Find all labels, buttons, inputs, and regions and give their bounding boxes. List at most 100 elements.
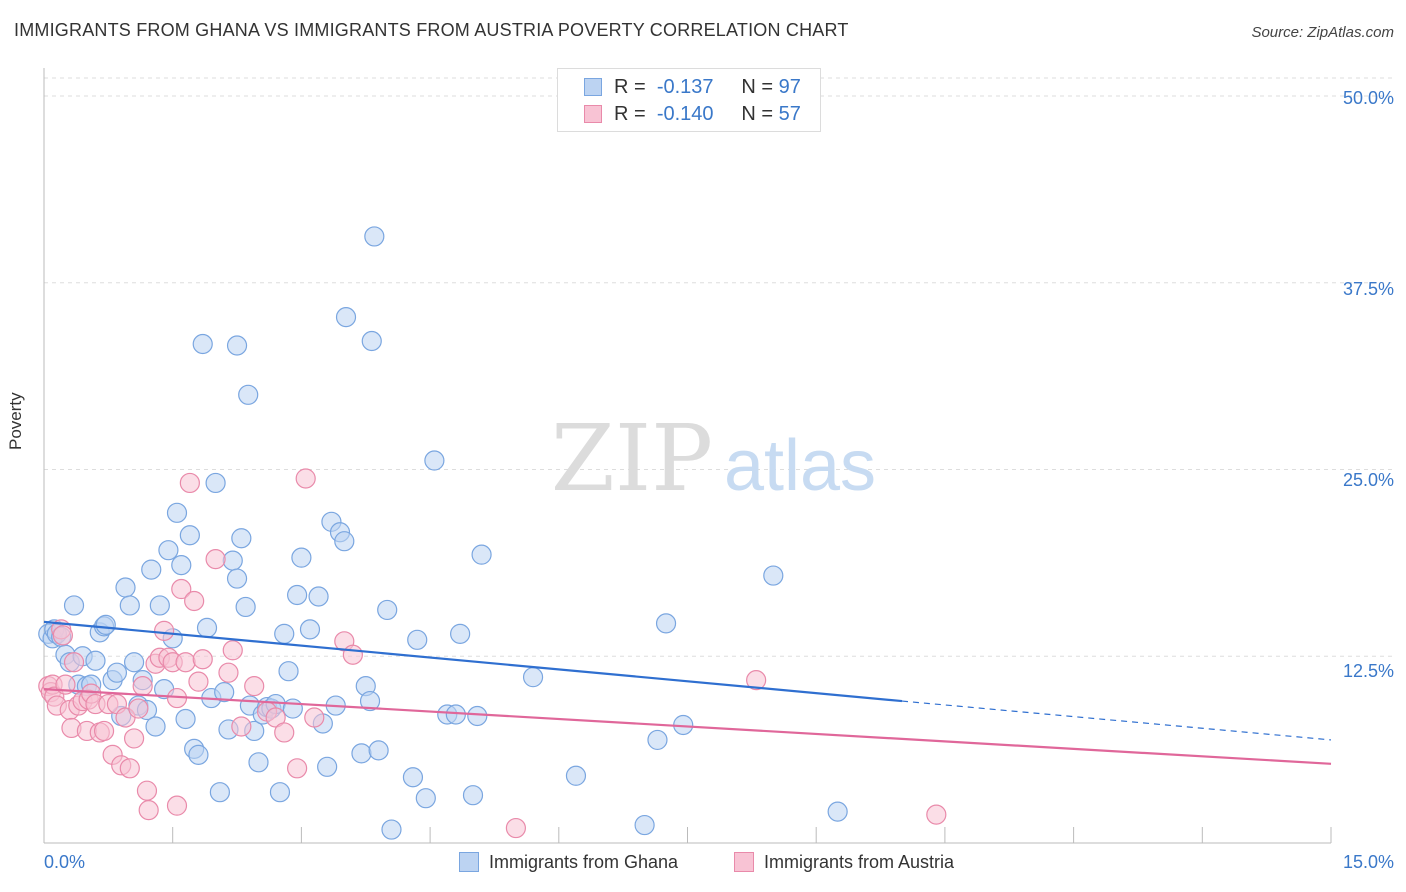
austria-point	[184, 590, 205, 612]
ghana-point	[450, 623, 471, 644]
ghana-point	[445, 704, 466, 725]
ghana-point	[278, 661, 299, 682]
ghana-point	[377, 599, 398, 621]
austria-point	[926, 804, 947, 825]
legend: R = -0.137 N = 97 R = -0.140 N = 57	[557, 68, 821, 132]
y-axis-label: Poverty	[6, 392, 25, 450]
ghana-point	[179, 525, 200, 546]
austria-point	[505, 817, 527, 839]
watermark: ZIP atlas	[551, 405, 876, 512]
ghana-point	[248, 752, 269, 773]
ghana-point	[308, 586, 329, 607]
legend-r-label: R =	[614, 76, 646, 98]
ghana-point	[196, 617, 218, 638]
ghana-point	[226, 568, 248, 589]
legend-n-label: N =	[741, 103, 774, 125]
ghana-point	[471, 544, 492, 565]
ghana-point	[334, 531, 355, 552]
austria-point	[171, 578, 192, 600]
ghana-point	[188, 744, 209, 765]
ghana-point	[291, 547, 312, 568]
source-label: Source: ZipAtlas.com	[1251, 24, 1394, 41]
ghana-point	[565, 765, 587, 786]
ghana-point	[368, 740, 389, 761]
austria-point	[154, 620, 175, 641]
ghana-point	[214, 682, 235, 703]
ghana-point	[141, 559, 162, 580]
ghana-point	[287, 584, 308, 606]
austria-point	[304, 707, 325, 728]
axes	[43, 68, 1332, 844]
ghana-point	[402, 767, 424, 788]
austria-point	[179, 472, 200, 494]
trend-lines	[43, 620, 1332, 765]
bottom-legend-ghana: Immigrants from Ghana	[459, 852, 678, 873]
austria-point	[231, 716, 252, 737]
legend-n-label: N =	[741, 76, 774, 98]
austria-point	[188, 671, 209, 692]
austria-point	[52, 625, 73, 646]
austria-point	[218, 662, 239, 683]
ghana-point	[85, 650, 106, 671]
ghana-point	[235, 596, 256, 618]
ghana-point	[205, 472, 226, 494]
legend-row-austria: R = -0.140 N = 57	[584, 103, 801, 126]
austria-point	[265, 707, 286, 728]
legend-swatch-austria	[584, 105, 602, 123]
ghana-point	[381, 819, 402, 840]
ghana-point	[145, 716, 166, 737]
y-tick-25: 25.0%	[1342, 470, 1394, 490]
austria-point	[123, 728, 145, 749]
ghana-point	[522, 667, 544, 688]
bottom-legend-swatch-ghana	[459, 852, 479, 872]
austria-point	[205, 549, 226, 570]
legend-r-label: R =	[614, 103, 646, 125]
bottom-legend-austria: Immigrants from Austria	[734, 852, 954, 873]
ghana-point	[95, 614, 116, 635]
austria-point	[192, 649, 213, 670]
ghana-point	[415, 788, 436, 809]
ghana-point	[364, 226, 385, 247]
chart-title: IMMIGRANTS FROM GHANA VS IMMIGRANTS FROM…	[14, 20, 849, 40]
austria-point	[132, 676, 153, 697]
ghana-point	[209, 782, 230, 803]
y-tick-37-5: 37.5%	[1342, 279, 1394, 299]
legend-r-value-austria: -0.140	[656, 103, 714, 125]
legend-n-value-austria: 57	[778, 103, 801, 125]
austria-point	[136, 780, 158, 801]
ghana-point	[238, 384, 259, 405]
austria-point	[222, 640, 243, 661]
legend-n-value-ghana: 97	[778, 76, 801, 98]
austria-point	[119, 758, 140, 779]
y-tick-50: 50.0%	[1342, 88, 1394, 108]
austria-point	[63, 652, 85, 673]
ghana-point	[166, 502, 188, 523]
austria-point	[295, 468, 316, 489]
ghana-point	[655, 613, 677, 634]
austria-point	[342, 644, 363, 665]
ghana-point	[317, 756, 338, 777]
austria-point	[274, 722, 295, 743]
ghana-point	[647, 729, 668, 751]
y-tick-12-5: 12.5%	[1342, 661, 1394, 681]
ghana-point	[351, 743, 372, 764]
austria-point	[746, 670, 767, 691]
ghana-trend-extension	[901, 700, 1332, 741]
bottom-legend-swatch-austria	[734, 852, 754, 872]
ghana-point	[359, 690, 381, 712]
ghana-point	[106, 662, 128, 683]
ghana-point	[335, 307, 357, 328]
x-tick-max: 15.0%	[1342, 852, 1394, 872]
austria-point	[244, 676, 265, 697]
ghana-point	[269, 782, 291, 803]
watermark-atlas: atlas	[724, 426, 876, 506]
ghana-trend-line	[43, 620, 903, 703]
legend-r-value-ghana: -0.137	[656, 76, 714, 98]
ghana-point	[282, 698, 303, 719]
legend-swatch-ghana	[584, 78, 602, 96]
watermark-zip: ZIP	[551, 405, 713, 512]
ghana-point	[149, 595, 170, 616]
austria-point	[287, 758, 308, 779]
ghana-point	[123, 652, 145, 673]
